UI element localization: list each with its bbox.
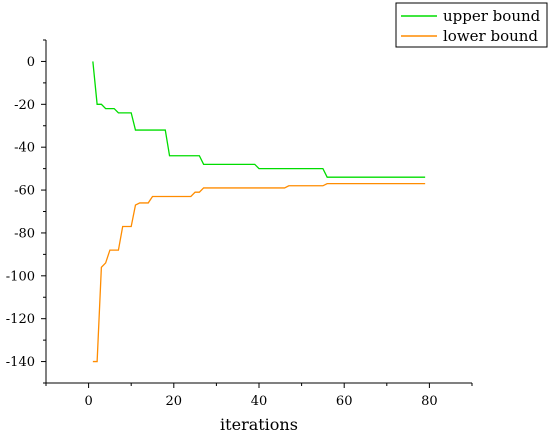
y-tick-label: -120 — [6, 312, 35, 327]
y-tick-label: -140 — [6, 355, 35, 370]
y-tick-label: -100 — [6, 269, 35, 284]
x-tick-label: 60 — [336, 394, 353, 409]
x-tick-label: 40 — [251, 394, 268, 409]
y-tick-label: -20 — [14, 98, 35, 113]
y-tick-label: 0 — [27, 55, 35, 70]
x-axis-title: iterations — [220, 415, 298, 434]
legend: upper bound lower bound — [395, 2, 548, 48]
x-tick-label: 0 — [84, 394, 92, 409]
series-line-1 — [92, 182, 426, 363]
series-line-0 — [92, 61, 426, 178]
plot-lines — [92, 61, 426, 363]
x-tick-label: 20 — [166, 394, 183, 409]
legend-label-1: lower bound — [443, 27, 538, 45]
y-tick-label: -80 — [14, 226, 35, 241]
x-tick-label: 80 — [421, 394, 438, 409]
legend-box — [395, 2, 548, 48]
legend-label-0: upper bound — [443, 7, 541, 25]
axes: 0 20 40 60 80 0 -20 -40 -60 -80 -100 -120 -140 — [6, 39, 473, 409]
y-tick-label: -40 — [14, 141, 35, 156]
y-tick-label: -60 — [14, 184, 35, 199]
